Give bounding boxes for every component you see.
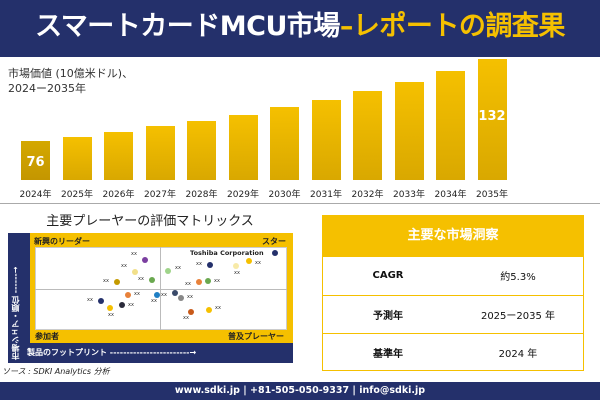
bar-2030年 <box>270 107 299 180</box>
insights-title: 主要な市場洞察 <box>323 216 583 256</box>
title-main: スマートカードMCU市場 <box>35 11 340 42</box>
player-point <box>119 302 125 308</box>
bar-2031年 <box>311 100 341 180</box>
player-point <box>207 262 213 268</box>
player-point <box>149 277 155 283</box>
source-note: ソース : SDKI Analytics 分析 <box>2 367 110 376</box>
player-label: xx <box>183 315 189 321</box>
player-point <box>272 250 278 256</box>
quadrant-top-left: 新興のリーダー <box>34 237 90 246</box>
player-label: xx <box>134 291 140 297</box>
player-label: xx <box>185 281 191 287</box>
bar-2034年 <box>436 70 465 180</box>
x-tick-label: 2025年 <box>61 190 93 200</box>
player-point <box>107 305 113 311</box>
player-point <box>188 309 194 315</box>
player-label: xx <box>196 261 202 267</box>
bar-2025年 <box>62 136 92 180</box>
insight-value: 2024 年 <box>498 349 538 361</box>
matrix-horizontal-divider <box>35 289 287 290</box>
x-tick-label: 2030年 <box>268 190 301 200</box>
insight-row: 予測年 2025ー2035 年 <box>323 294 583 334</box>
quadrant-bottom-left: 参加者 <box>35 332 59 341</box>
player-point <box>125 292 131 298</box>
bar-2028年 <box>187 120 216 180</box>
bar-2035年 <box>477 59 507 180</box>
x-tick-label: 2035年 <box>476 190 508 200</box>
player-label: xx <box>131 251 137 257</box>
player-label: xx <box>121 263 127 269</box>
player-label: xx <box>175 265 181 271</box>
player-label: xx <box>234 270 240 276</box>
insight-value: 約5.3% <box>500 272 536 284</box>
player-point <box>178 295 184 301</box>
player-label: xx <box>108 312 114 318</box>
player-point <box>142 257 148 263</box>
player-point <box>233 263 239 269</box>
player-point <box>165 268 171 274</box>
insight-key: CAGR <box>372 270 404 282</box>
highlight-label: Toshiba Corporation <box>190 249 264 257</box>
bar-2024年 <box>21 141 50 180</box>
title-accent: レポートの調査果 <box>352 11 566 42</box>
divider <box>0 203 600 204</box>
title-separator: – <box>339 11 354 42</box>
x-tick-label: 2033年 <box>393 190 425 200</box>
player-point <box>132 269 138 275</box>
player-label: xx <box>103 278 109 284</box>
x-tick-label: 2032年 <box>351 190 384 200</box>
player-point <box>154 292 160 298</box>
bar-2029年 <box>228 114 258 180</box>
player-label: xx <box>151 298 157 304</box>
player-label: xx <box>87 297 93 303</box>
x-tick-label: 2029年 <box>227 190 259 200</box>
x-tick-label: 2026年 <box>102 190 135 200</box>
x-tick-label: 2028年 <box>185 190 218 200</box>
player-point <box>206 307 212 313</box>
insight-row: CAGR 約5.3% <box>323 256 583 295</box>
player-label: xx <box>138 276 144 282</box>
bar-data-label: 132 <box>478 109 506 125</box>
player-point <box>246 258 252 264</box>
x-tick-label: 2027年 <box>144 190 176 200</box>
matrix-vertical-divider <box>160 247 161 330</box>
player-label: xx <box>161 292 167 298</box>
player-label: xx <box>214 278 220 284</box>
chart-subtitle: 2024ー2035年 <box>8 82 86 95</box>
insight-row: 基準年 2024 年 <box>323 333 583 372</box>
quadrant-top-right: スター <box>262 237 286 246</box>
page-title: スマートカードMCU市場–レポートの調査果 <box>0 0 600 57</box>
bar-chart: 76 2024年 2025年 2026年 2027年 2028年 2029年 2030年 203… <box>0 57 600 202</box>
player-label: xx <box>215 305 221 311</box>
bar-2026年 <box>104 132 133 180</box>
insights-table: 主要な市場洞察 CAGR 約5.3% 予測年 2025ー2035 年 基準年 2024… <box>322 215 584 371</box>
x-tick-label: 2024年 <box>19 190 52 200</box>
player-label: xx <box>255 260 261 266</box>
x-tick-label: 2031年 <box>310 190 342 200</box>
bar-2027年 <box>145 126 175 180</box>
matrix-title: 主要プレーヤーの評価マトリックス <box>46 214 254 229</box>
player-point <box>98 298 104 304</box>
player-point <box>205 278 211 284</box>
x-tick-label: 2034年 <box>434 190 467 200</box>
player-point <box>196 279 202 285</box>
player-point <box>172 290 178 296</box>
player-label: xx <box>128 302 134 308</box>
footer-contact: www.sdki.jp | +81-505-050-9337 | info@sd… <box>0 382 600 400</box>
bar-data-label: 76 <box>26 155 45 170</box>
chart-title: 市場価値 (10億米ドル)、 <box>8 67 134 80</box>
x-axis-label: 製品のフットプリント ------------------------→ <box>27 348 197 357</box>
insight-value: 2025ー2035 年 <box>480 310 556 322</box>
insight-key: 予測年 <box>373 310 403 322</box>
player-point <box>114 279 120 285</box>
quadrant-bottom-right: 普及プレーヤー <box>228 332 284 341</box>
chart-caption: 市場価値 (10億米ドル)、 2024ー2035年 <box>8 66 133 96</box>
y-axis-label: 市場シェア・順位 ------→ <box>11 266 20 360</box>
bar-2032年 <box>353 91 382 180</box>
player-label: xx <box>187 294 193 300</box>
matrix-plot <box>35 247 287 330</box>
bar-2033年 <box>394 82 424 180</box>
insight-key: 基準年 <box>373 349 403 361</box>
